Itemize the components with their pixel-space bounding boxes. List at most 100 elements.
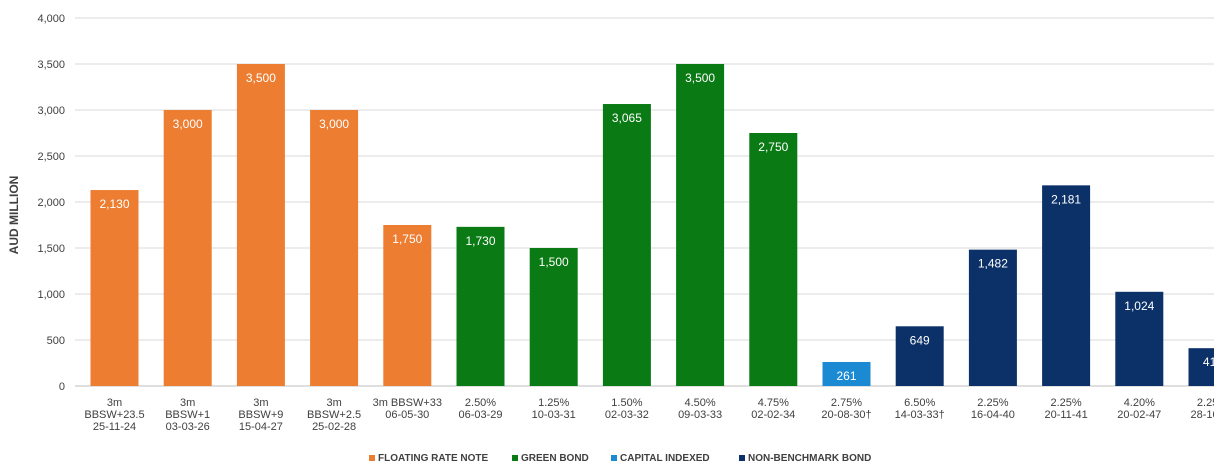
x-tick-label-line: 2.25% (977, 397, 1008, 409)
x-tick-label: 3m BBSW+33 06-05-30 (373, 397, 442, 421)
legend-swatch (611, 455, 617, 461)
legend-label: GREEN BOND (521, 453, 589, 464)
data-label: 1,024 (1124, 299, 1154, 313)
x-tick-label-line: 28-10-50 (1190, 409, 1214, 421)
bars: 2,130 3,000 3,500 3,000 1,750 1,730 1,500 3,065… (90, 64, 1214, 387)
x-tick-label-line: 09-03-33 (678, 409, 722, 421)
legend-label: NON-BENCHMARK BOND (748, 453, 871, 464)
legend: FLOATING RATE NOTE GREEN BOND CAPITAL INDE… (369, 453, 871, 464)
x-tick-label-line: 1.50% (611, 397, 642, 409)
x-tick-label-line: 6.50% (904, 397, 935, 409)
y-tick-label: 2,500 (37, 151, 65, 163)
data-label: 1,482 (978, 257, 1008, 271)
legend-label: CAPITAL INDEXED (620, 453, 710, 464)
x-tick-label: 3m BBSW+1 03-03-26 (165, 397, 210, 433)
data-label: 2,750 (758, 140, 788, 154)
bar (676, 64, 725, 386)
x-tick-label-line: 10-03-31 (532, 409, 576, 421)
x-tick-label-line: BBSW+2.5 (307, 409, 361, 421)
x-tick-label-line: 14-03-33† (895, 409, 945, 421)
x-tick-label-line: 06-05-30 (385, 409, 429, 421)
x-tick-label-line: BBSW+23.5 (84, 409, 144, 421)
x-tick-label-line: 1.25% (538, 397, 569, 409)
y-tick-label: 1,500 (37, 243, 65, 255)
x-tick-label-line: 2.50% (465, 397, 496, 409)
bar (1188, 348, 1214, 386)
legend-swatch (739, 455, 745, 461)
x-tick-label-line: 3m (180, 397, 195, 409)
bar (90, 190, 139, 386)
x-tick-label: 4.75% 02-02-34 (751, 397, 795, 421)
bar (1115, 291, 1164, 386)
bar (163, 110, 212, 386)
x-tick-label-line: BBSW+9 (238, 409, 283, 421)
bar (236, 64, 285, 386)
data-label: 3,065 (612, 111, 642, 125)
y-axis: 0 500 1,000 1,500 2,000 2,500 3,000 3,500 4,000 (37, 13, 65, 393)
data-label: 3,500 (685, 71, 715, 85)
x-tick-label-line: 2.25% (1050, 397, 1081, 409)
data-label: 2,130 (99, 197, 129, 211)
bar (968, 249, 1017, 386)
x-tick-label-line: 02-02-34 (751, 409, 795, 421)
x-tick-label-line: 3m (326, 397, 341, 409)
data-label: 3,000 (173, 117, 203, 131)
x-tick-label-line: 25-11-24 (93, 421, 136, 433)
bar (895, 326, 944, 386)
data-label: 261 (836, 369, 856, 383)
bar (456, 226, 505, 386)
data-label: 1,750 (392, 232, 422, 246)
data-label: 3,000 (319, 117, 349, 131)
data-label: 411 (1203, 355, 1214, 369)
x-tick-label-line: 4.50% (684, 397, 715, 409)
x-tick-label-line: 2.25% (1197, 397, 1214, 409)
x-tick-label-line: 25-02-28 (312, 421, 356, 433)
x-tick-label-line: 20-11-41 (1044, 409, 1087, 421)
legend-swatch (369, 455, 375, 461)
data-label: 1,500 (539, 255, 569, 269)
x-tick-label-line: 3m (253, 397, 268, 409)
x-tick-label-line: 02-03-32 (605, 409, 649, 421)
data-label: 649 (910, 333, 930, 347)
data-label: 3,500 (246, 71, 276, 85)
x-tick-label-line: 15-04-27 (239, 421, 283, 433)
data-label: 1,730 (465, 234, 495, 248)
x-tick-label: 3m BBSW+9 15-04-27 (238, 397, 283, 433)
y-axis-title: AUD MILLION (7, 176, 21, 255)
bar (749, 133, 798, 386)
x-tick-label-line: 16-04-40 (971, 409, 1015, 421)
x-tick-label-line: BBSW+1 (165, 409, 210, 421)
x-tick-label-line: 03-03-26 (166, 421, 210, 433)
bar (383, 225, 432, 386)
bar (310, 110, 359, 386)
x-tick-label: 2.25% 20-11-41 (1044, 397, 1087, 421)
x-tick-label: 3m BBSW+23.5 25-11-24 (84, 397, 144, 433)
x-tick-label: 2.50% 06-03-29 (458, 397, 502, 421)
x-tick-label-line: 2.75% (831, 397, 862, 409)
x-tick-label-line: 3m BBSW+33 (373, 397, 442, 409)
bar (1042, 185, 1091, 386)
x-tick-label: 4.20% 20-02-47 (1117, 397, 1161, 421)
x-tick-label: 3m BBSW+2.5 25-02-28 (307, 397, 361, 433)
x-tick-label: 2.25%28-10-50 (1190, 397, 1214, 421)
x-tick-label: 1.25% 10-03-31 (532, 397, 576, 421)
y-tick-label: 3,500 (37, 59, 65, 71)
y-tick-label: 500 (47, 335, 65, 347)
x-tick-label-line: 4.20% (1124, 397, 1155, 409)
x-tick-label-line: 3m (107, 397, 122, 409)
legend-swatch (512, 455, 518, 461)
x-tick-label-line: 20-08-30† (821, 409, 871, 421)
y-tick-label: 4,000 (37, 13, 65, 25)
x-tick-label-line: 20-02-47 (1117, 409, 1161, 421)
y-tick-label: 2,000 (37, 197, 65, 209)
legend-label: FLOATING RATE NOTE (378, 453, 489, 464)
bar (529, 248, 578, 386)
x-tick-label: 2.75% 20-08-30† (821, 397, 871, 421)
data-label: 2,181 (1051, 192, 1081, 206)
x-tick-label-line: 4.75% (758, 397, 789, 409)
bar (602, 104, 651, 387)
y-tick-label: 0 (59, 381, 65, 393)
y-tick-label: 1,000 (37, 289, 65, 301)
